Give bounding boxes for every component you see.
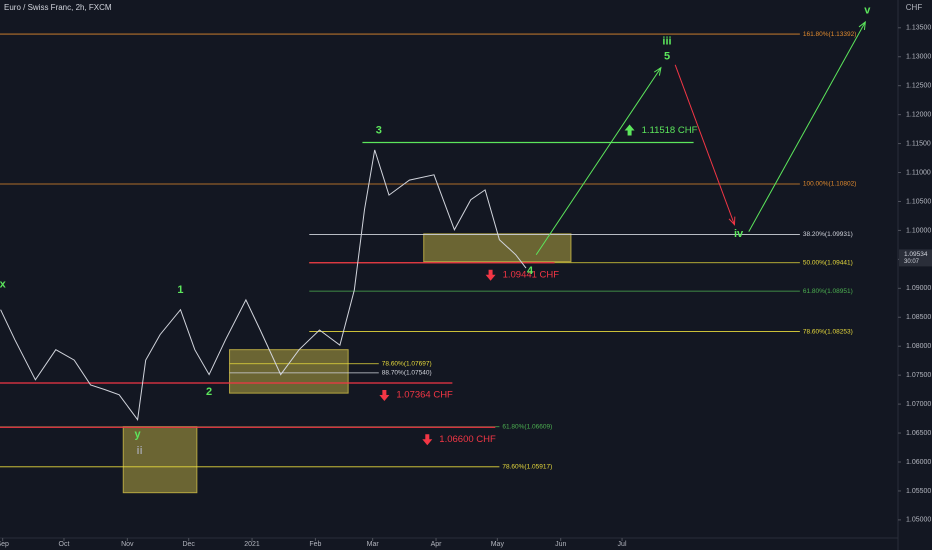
x-tick-label: Dec: [182, 541, 195, 548]
price-line: [0, 149, 527, 421]
key-level-label: 1.11518 CHF: [642, 125, 698, 136]
projection: [674, 64, 735, 225]
x-tick-label: Mar: [367, 541, 380, 548]
chart-title: Euro / Swiss Franc, 2h, FXCM: [4, 3, 112, 12]
projection-arrowhead: [653, 66, 662, 76]
y-tick-label: 1.07500: [906, 372, 931, 379]
fib-label: 88.70%(1.07540): [382, 370, 432, 377]
wave-label: v: [864, 4, 871, 16]
zone-box: [423, 233, 572, 263]
currency-label: CHF: [906, 3, 923, 12]
y-tick-label: 1.11000: [906, 169, 931, 176]
fib-label: 61.80%(1.06609): [502, 423, 552, 430]
y-tick-label: 1.13500: [906, 25, 931, 32]
key-level-arrow: [624, 124, 635, 136]
wave-label: ii: [137, 445, 143, 457]
key-level-arrow: [379, 390, 390, 402]
key-level-label: 1.07364 CHF: [396, 390, 453, 401]
key-level-label: 1.06600 CHF: [439, 434, 496, 445]
fib-label: 78.60%(1.07697): [382, 360, 432, 367]
last-price-tag: [899, 249, 932, 267]
y-tick-label: 1.12500: [906, 83, 931, 90]
wave-label: 1: [177, 284, 183, 296]
y-tick-label: 1.09000: [906, 285, 931, 292]
x-tick-label: 2021: [244, 541, 260, 548]
y-tick-label: 1.10500: [906, 198, 931, 205]
key-level-label: 1.09441 CHF: [503, 269, 560, 280]
key-level-arrow: [485, 269, 496, 281]
x-tick-label: Sep: [0, 541, 9, 548]
last-price-label: 1.09534: [904, 251, 928, 258]
y-tick-label: 1.12000: [906, 111, 931, 118]
y-tick-label: 1.08500: [906, 314, 931, 321]
projection: [748, 21, 866, 232]
projection-arrowhead: [728, 216, 736, 226]
y-tick-label: 1.05000: [906, 517, 931, 524]
y-tick-label: 1.08000: [906, 343, 931, 350]
wave-label: y: [135, 429, 142, 441]
x-tick-label: Jun: [555, 541, 566, 548]
x-tick-label: Nov: [121, 541, 134, 548]
projection-arrowhead: [858, 20, 866, 31]
projection: [535, 67, 662, 256]
fib-label: 78.60%(1.05917): [502, 464, 552, 471]
x-tick-label: Oct: [59, 541, 70, 548]
countdown-label: 30:07: [904, 259, 920, 265]
wave-label: 2: [206, 386, 212, 398]
key-level-arrow: [422, 434, 433, 446]
y-tick-label: 1.10000: [906, 227, 931, 234]
y-tick-label: 1.06000: [906, 459, 931, 466]
x-tick-label: Jul: [618, 541, 627, 548]
fib-label: 50.00%(1.09441): [803, 260, 853, 267]
x-tick-label: Feb: [309, 541, 321, 548]
fib-label: 78.60%(1.08253): [803, 328, 853, 335]
zone-box: [229, 349, 349, 394]
fib-label: 100.00%(1.10802): [803, 181, 857, 188]
y-tick-label: 1.06500: [906, 430, 931, 437]
y-tick-label: 1.13000: [906, 54, 931, 61]
wave-label: 5: [664, 51, 670, 63]
fib-label: 161.80%(1.13392): [803, 31, 857, 38]
fib-label: 61.80%(1.08951): [803, 288, 853, 295]
wave-label: iii: [662, 36, 671, 48]
fib-label: 38.20%(1.09931): [803, 231, 853, 238]
y-tick-label: 1.05500: [906, 488, 931, 495]
wave-label: 3: [376, 125, 382, 137]
wave-label: x: [0, 279, 7, 291]
x-tick-label: Apr: [431, 541, 443, 548]
y-tick-label: 1.07000: [906, 401, 931, 408]
zone-box: [122, 426, 198, 494]
wave-label: iv: [734, 228, 744, 240]
wave-label: 4: [527, 265, 534, 277]
y-tick-label: 1.11500: [906, 140, 931, 147]
x-tick-label: May: [491, 541, 505, 548]
